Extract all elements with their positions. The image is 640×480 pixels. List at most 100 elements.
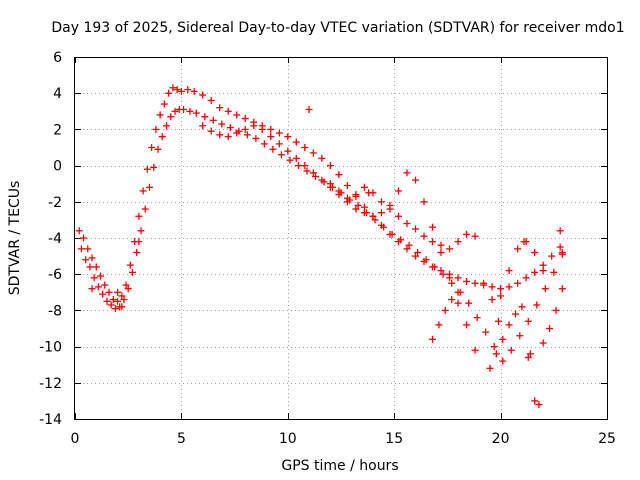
data-point — [488, 296, 496, 304]
data-point — [167, 113, 175, 121]
data-point — [497, 285, 505, 293]
data-point — [180, 105, 188, 113]
data-point — [499, 357, 507, 365]
grid-lines — [75, 57, 607, 419]
series-trace-e — [429, 285, 566, 409]
data-point — [514, 279, 522, 287]
data-point — [371, 216, 379, 224]
data-point — [233, 129, 241, 137]
data-point — [92, 263, 100, 271]
data-point — [258, 125, 266, 133]
data-point — [403, 169, 411, 177]
data-point — [318, 176, 326, 184]
data-point — [365, 189, 373, 197]
data-point — [120, 296, 128, 304]
data-point — [360, 209, 368, 217]
data-point — [420, 232, 428, 240]
data-point — [186, 107, 194, 115]
data-point — [505, 283, 513, 291]
data-point — [224, 107, 232, 115]
data-point — [533, 301, 541, 309]
data-point — [546, 325, 554, 332]
data-point — [548, 252, 556, 260]
data-point — [360, 183, 368, 191]
data-point — [494, 317, 502, 325]
data-point — [156, 111, 164, 119]
data-point — [103, 297, 111, 305]
data-point — [207, 96, 215, 104]
data-point — [531, 397, 539, 405]
data-point — [431, 263, 439, 271]
data-point — [531, 268, 539, 276]
x-tick-label: 5 — [177, 431, 186, 447]
data-point — [250, 122, 258, 130]
y-tick-label: -14 — [39, 412, 62, 428]
data-point — [309, 149, 317, 157]
data-point — [150, 163, 158, 171]
data-point — [90, 274, 98, 282]
series-trace-b — [77, 105, 566, 365]
data-point — [318, 154, 326, 162]
chart-title: Day 193 of 2025, Sidereal Day-to-day VTE… — [51, 20, 624, 36]
data-point — [437, 241, 445, 249]
data-point — [511, 310, 519, 318]
data-point — [437, 267, 445, 275]
data-point — [541, 285, 549, 293]
data-point — [145, 183, 153, 191]
data-point — [411, 176, 419, 184]
y-tick-label: -2 — [48, 195, 62, 211]
data-point — [154, 145, 162, 153]
series-trace-a — [75, 84, 564, 305]
data-point — [292, 154, 300, 162]
data-point — [141, 205, 149, 213]
y-tick-label: -10 — [39, 340, 62, 356]
data-point — [520, 238, 528, 246]
data-point — [105, 288, 113, 296]
data-point — [352, 205, 360, 213]
data-points — [75, 84, 566, 409]
data-point — [492, 350, 500, 358]
x-tick-label: 20 — [492, 431, 510, 447]
data-point — [394, 212, 402, 220]
data-point — [294, 162, 302, 170]
data-point — [241, 115, 249, 123]
data-point — [463, 277, 471, 285]
data-point — [473, 314, 481, 322]
data-point — [99, 290, 107, 298]
data-point — [101, 281, 109, 289]
data-point — [309, 169, 317, 177]
y-tick-label: -4 — [48, 231, 62, 247]
data-point — [352, 191, 360, 199]
data-point — [411, 252, 419, 260]
data-point — [216, 131, 224, 139]
data-point — [377, 198, 385, 206]
data-point — [80, 234, 88, 242]
data-point — [118, 292, 126, 300]
data-point — [420, 198, 428, 206]
data-point — [128, 268, 136, 276]
y-tick-label: 4 — [53, 86, 62, 102]
data-point — [199, 122, 207, 130]
data-point — [135, 238, 143, 246]
data-point — [497, 292, 505, 300]
y-axis-label: SDTVAR / TECUs — [7, 181, 23, 296]
data-point — [463, 321, 471, 329]
data-point — [326, 162, 334, 170]
data-point — [335, 171, 343, 179]
data-point — [277, 151, 285, 159]
data-point — [133, 248, 141, 256]
data-point — [114, 288, 122, 296]
data-point — [446, 245, 454, 253]
data-point — [429, 238, 437, 246]
data-point — [311, 172, 319, 180]
y-tick-label: 6 — [53, 50, 62, 66]
data-point — [158, 133, 166, 141]
data-point — [192, 109, 200, 117]
data-point — [275, 140, 283, 148]
data-point — [111, 305, 119, 313]
data-point — [397, 236, 405, 244]
y-tick-label: -12 — [39, 376, 62, 392]
data-point — [505, 321, 513, 329]
data-point — [286, 156, 294, 164]
